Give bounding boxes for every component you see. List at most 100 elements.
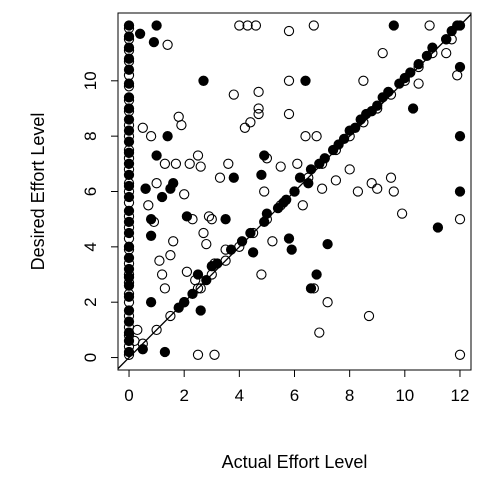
open-point-100 — [385, 172, 397, 183]
filled-point-8 — [123, 263, 135, 275]
filled-point-37 — [151, 150, 162, 161]
filled-point-26 — [123, 53, 135, 64]
filled-point-23 — [123, 92, 135, 103]
y-tick-label-2: 4 — [81, 242, 100, 251]
filled-point-22 — [123, 103, 135, 114]
x-tick-label-0: 0 — [124, 386, 133, 405]
filled-point-39 — [156, 191, 168, 203]
open-point-90 — [316, 183, 328, 194]
open-point-73 — [253, 103, 264, 114]
filled-point-25 — [123, 64, 135, 75]
filled-point-97 — [432, 222, 444, 233]
y-tick-label-3: 6 — [81, 187, 100, 196]
open-point-86 — [308, 20, 319, 31]
filled-point-74 — [311, 269, 322, 280]
filled-point-67 — [283, 233, 295, 244]
filled-point-105 — [305, 283, 317, 294]
open-point-39 — [156, 269, 168, 280]
open-point-78 — [267, 236, 278, 247]
x-tick-label-4: 8 — [345, 386, 354, 405]
filled-point-10 — [123, 241, 135, 252]
filled-point-63 — [261, 208, 273, 219]
x-tick-label-1: 2 — [179, 386, 188, 405]
y-axis: 0 2 4 6 8 10 — [81, 71, 119, 362]
open-point-35 — [145, 131, 157, 142]
open-point-104 — [424, 20, 435, 31]
open-point-71 — [250, 20, 262, 31]
filled-point-0 — [123, 346, 135, 358]
open-point-80 — [283, 25, 295, 37]
open-point-94 — [352, 186, 364, 197]
filled-point-93 — [407, 103, 419, 114]
x-axis: 0 2 4 6 8 10 12 — [124, 369, 470, 405]
filled-point-29 — [123, 20, 135, 31]
filled-point-86 — [372, 100, 383, 111]
y-tick-label-4: 8 — [81, 131, 100, 140]
filled-point-12 — [123, 216, 135, 228]
open-point-37 — [151, 178, 162, 189]
open-point-58 — [201, 238, 212, 250]
open-point-98 — [372, 183, 383, 194]
open-point-44 — [168, 236, 179, 247]
filled-point-61 — [259, 150, 270, 161]
filled-point-92 — [405, 67, 416, 78]
identity-reference-line — [117, 13, 472, 370]
open-point-56 — [195, 283, 206, 294]
open-point-55 — [195, 161, 206, 172]
filled-point-36 — [148, 36, 160, 48]
open-point-38 — [154, 255, 165, 266]
open-point-89 — [314, 327, 325, 338]
filled-point-16 — [123, 169, 135, 181]
open-point-102 — [396, 208, 408, 219]
filled-point-11 — [123, 227, 135, 239]
filled-point-2 — [123, 327, 135, 338]
filled-point-3 — [123, 316, 135, 327]
filled-point-89 — [388, 20, 399, 31]
filled-point-18 — [123, 147, 135, 158]
open-point-54 — [192, 349, 204, 360]
open-point-96 — [363, 310, 375, 322]
x-tick-label-5: 10 — [395, 386, 414, 405]
open-point-40 — [159, 158, 171, 169]
open-point-97 — [366, 178, 377, 189]
open-point-92 — [330, 175, 342, 186]
filled-point-9 — [123, 252, 135, 264]
filled-point-32 — [140, 183, 151, 194]
filled-point-103 — [454, 61, 466, 73]
open-point-50 — [184, 158, 195, 169]
filled-point-46 — [181, 211, 193, 222]
open-point-34 — [143, 200, 154, 211]
open-point-103 — [413, 78, 424, 89]
filled-point-68 — [286, 244, 297, 255]
open-point-42 — [162, 39, 173, 50]
filled-point-27 — [123, 42, 135, 53]
filled-point-72 — [303, 178, 314, 189]
filled-point-73 — [305, 164, 317, 175]
filled-point-54 — [220, 214, 231, 225]
x-tick-label-2: 4 — [235, 386, 244, 405]
open-point-111 — [151, 324, 162, 336]
open-point-47 — [176, 119, 187, 131]
open-point-43 — [165, 250, 176, 261]
filled-point-55 — [225, 244, 237, 255]
open-point-95 — [358, 75, 369, 86]
filled-point-28 — [123, 31, 135, 42]
filled-point-96 — [427, 42, 438, 53]
x-axis-title: Actual Effort Level — [222, 452, 368, 472]
filled-point-95 — [421, 50, 433, 62]
filled-point-102 — [454, 186, 466, 197]
filled-point-58 — [245, 227, 256, 239]
filled-point-30 — [134, 28, 146, 39]
open-point-79 — [275, 161, 286, 172]
filled-point-17 — [123, 158, 135, 169]
open-point-114 — [192, 283, 204, 294]
y-tick-label-1: 2 — [81, 297, 100, 306]
filled-point-21 — [123, 114, 135, 125]
open-point-91 — [322, 297, 333, 308]
open-point-63 — [214, 172, 226, 183]
x-tick-label-6: 12 — [451, 386, 470, 405]
open-point-93 — [344, 164, 355, 175]
open-point-84 — [297, 200, 308, 211]
filled-point-5 — [123, 291, 135, 302]
filled-point-57 — [236, 236, 248, 247]
